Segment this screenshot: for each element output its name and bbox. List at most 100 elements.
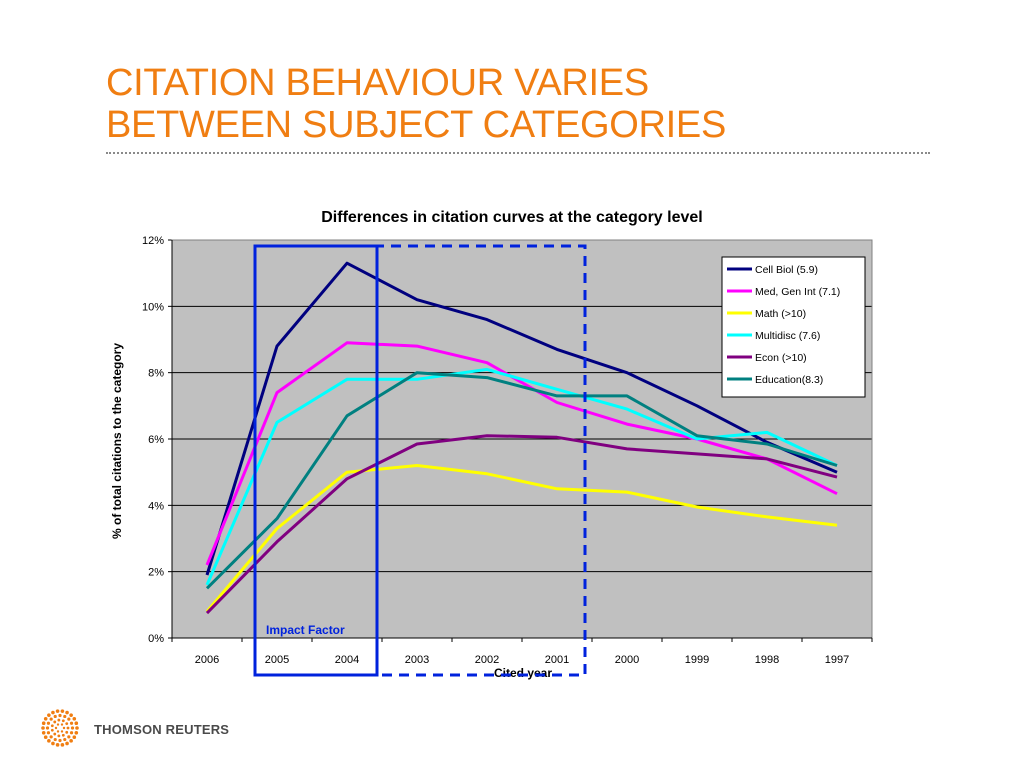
logo-dot [58, 713, 62, 718]
logo-dot [53, 732, 57, 736]
logo-dot [69, 739, 73, 743]
chart-title: Differences in citation curves at the ca… [321, 209, 702, 226]
logo-dot [65, 730, 69, 734]
y-tick-label: 2% [148, 567, 164, 579]
logo-dot [61, 733, 65, 737]
legend-label: Cell Biol (5.9) [755, 264, 818, 276]
logo-dot [69, 721, 74, 725]
legend-label: Econ (>10) [755, 352, 807, 364]
logo-dot [49, 717, 53, 721]
logo-dot [63, 737, 67, 742]
logo-dot [63, 714, 67, 719]
x-tick-label: 2002 [475, 654, 499, 666]
x-tick-label: 2003 [405, 654, 429, 666]
logo-dot [41, 730, 46, 735]
logo-dot [67, 735, 71, 739]
logo-dot [55, 709, 60, 713]
slide-title-line-1: CITATION BEHAVIOUR VARIES [106, 62, 649, 104]
legend-label: Math (>10) [755, 308, 806, 320]
series-line [205, 371, 838, 590]
y-axis-label: % of total citations to the category [110, 343, 124, 539]
x-tick-label: 1997 [825, 654, 849, 666]
logo-dot [50, 724, 54, 728]
legend: Cell Biol (5.9) Med, Gen Int (7.1) Math (>… [721, 256, 866, 398]
x-tick-label: 1998 [755, 654, 779, 666]
y-tick-label: 12% [142, 235, 164, 247]
slide-title: CITATION BEHAVIOUR VARIES BETWEEN SUBJEC… [106, 62, 936, 146]
logo-dot [56, 730, 60, 733]
legend-label: Med, Gen Int (7.1) [755, 286, 840, 298]
logo-dot [74, 730, 79, 735]
impact-factor-label: Impact Factor [266, 623, 345, 637]
x-tick-label: 2001 [545, 654, 569, 666]
impact-factor-overlay: Impact Factor [253, 244, 587, 677]
legend-box [721, 256, 866, 398]
logo-dot [41, 726, 45, 730]
five-year-window-box [253, 244, 587, 677]
logo-dot [53, 737, 57, 742]
logo-dot [47, 713, 51, 717]
logo-dot [65, 710, 69, 715]
logo-dot [72, 717, 77, 721]
slide-title-line-2: BETWEEN SUBJECT CATEGORIES [106, 104, 726, 146]
logo-dot [60, 709, 65, 713]
logo-dot [54, 726, 58, 730]
thomson-reuters-logo-icon [41, 709, 79, 747]
logo-dot [61, 719, 65, 723]
logo-dot [49, 735, 53, 739]
series-line [205, 341, 838, 566]
logo-dot [74, 721, 79, 726]
y-tick-label: 0% [148, 633, 164, 645]
legend-label: Multidisc (7.6) [755, 330, 820, 342]
x-tick-label: 2000 [615, 654, 639, 666]
logo-dot [67, 717, 71, 721]
logo-dot [47, 739, 51, 743]
logo-dot [60, 723, 64, 726]
brand-name: THOMSON REUTERS [94, 722, 230, 737]
y-tick-label: 8% [148, 368, 164, 380]
logo-dot [65, 722, 69, 726]
legend-label: Education(8.3) [755, 374, 823, 386]
logo-dot [46, 731, 51, 735]
logo-dot [46, 721, 51, 725]
logo-dot [75, 726, 79, 730]
title-divider [106, 152, 930, 154]
x-tick-label: 1999 [685, 654, 709, 666]
logo-dot [69, 731, 74, 735]
logo-dot [56, 723, 60, 726]
y-tick-label: 6% [148, 434, 164, 446]
logo-dot [53, 720, 57, 724]
x-tick-label: 2006 [195, 654, 219, 666]
x-tick-label: 2004 [335, 654, 359, 666]
logo-dot [66, 726, 70, 730]
logo-dot [57, 718, 61, 722]
impact-factor-window-box [253, 244, 379, 677]
logo-dot [41, 721, 46, 726]
logo-dot [51, 710, 55, 715]
y-tick-label: 10% [142, 301, 164, 313]
logo-dot [62, 726, 66, 730]
logo-dot [57, 734, 61, 738]
series-line [205, 261, 838, 576]
logo-dot [45, 726, 50, 730]
logo-dot [69, 713, 73, 717]
series-lines [205, 261, 838, 615]
logo-dot [65, 741, 69, 746]
logo-dot [70, 726, 75, 730]
y-tick-label: 4% [148, 500, 164, 512]
logo-dot [72, 735, 77, 739]
x-axis-label: Cited year [494, 666, 552, 680]
logo-dot [58, 738, 62, 743]
logo-dot [51, 741, 55, 746]
logo-dot [60, 730, 64, 733]
series-line [205, 434, 838, 615]
logo-dot [53, 714, 57, 719]
x-tick-label: 2005 [265, 654, 289, 666]
logo-dot [43, 717, 48, 721]
axes: 0% 2% 4% 6% 8% 10% 12% 2006 2005 2004 2003 2002 2001… [142, 235, 873, 666]
series-line [205, 367, 838, 586]
series-line [205, 464, 838, 613]
logo-dot [43, 735, 48, 739]
logo-dot [55, 743, 60, 747]
